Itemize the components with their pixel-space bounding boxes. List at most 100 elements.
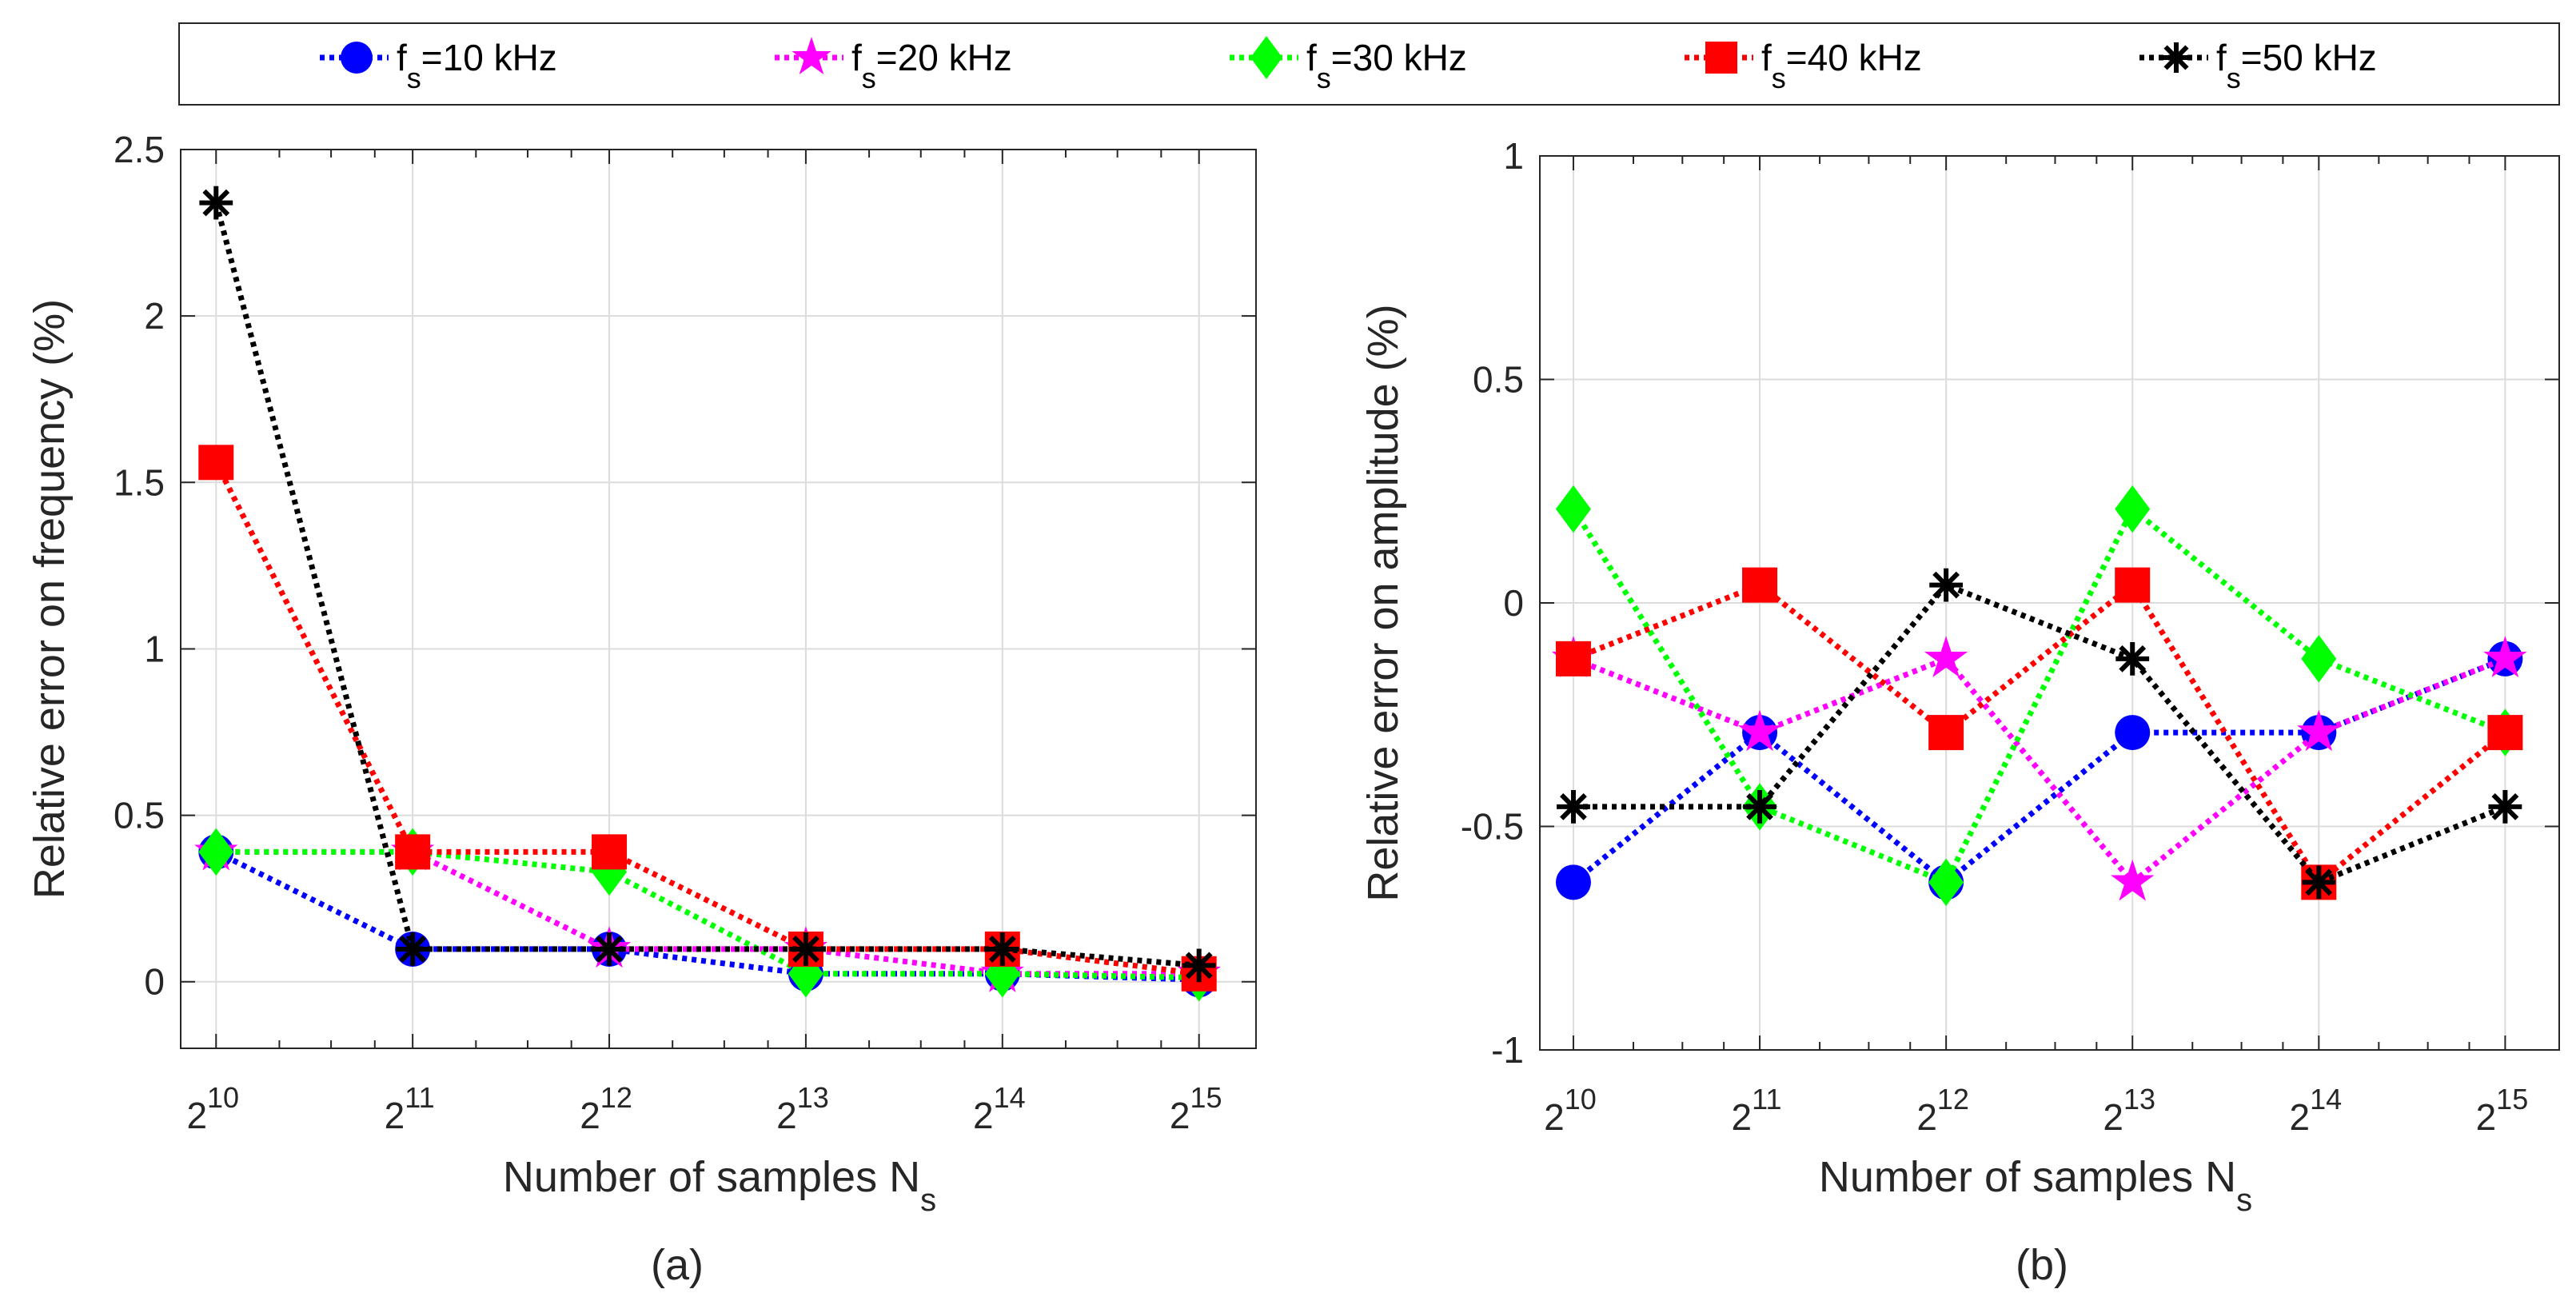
data-point-square xyxy=(198,445,234,481)
x-tick-label: 214 xyxy=(2289,1083,2342,1138)
legend-label-sub: s xyxy=(1772,62,1786,94)
legend-label-f: f xyxy=(851,37,862,78)
legend-label-sub: s xyxy=(1317,62,1331,94)
x-tick-exponent: 12 xyxy=(600,1081,632,1114)
x-axis-label-main: Number of samples N xyxy=(503,1153,920,1201)
data-point-diamond xyxy=(1928,858,1964,907)
x-tick-exponent: 11 xyxy=(1752,1083,1781,1115)
data-point-star xyxy=(2483,636,2527,677)
asterisk-stroke xyxy=(792,936,819,963)
x-tick-label: 215 xyxy=(1170,1081,1222,1136)
x-tick-label: 212 xyxy=(1916,1083,1969,1138)
series-fs-50-khz xyxy=(199,186,1216,983)
data-point-diamond xyxy=(2115,485,2151,533)
x-tick-exponent: 13 xyxy=(797,1081,829,1114)
x-tick-label: 210 xyxy=(186,1081,239,1136)
asterisk-stroke xyxy=(1560,793,1587,820)
data-point-square xyxy=(592,834,628,870)
x-tick-exponent: 13 xyxy=(2123,1083,2155,1115)
legend-label-rest: =10 kHz xyxy=(421,37,557,78)
x-axis-label: Number of samples Ns xyxy=(1819,1153,2252,1218)
x-tick-base: 2 xyxy=(1916,1096,1937,1138)
series-fs-50-khz xyxy=(1557,568,2522,900)
asterisk-stroke xyxy=(202,189,230,217)
legend-label: fs=10 kHz xyxy=(397,37,557,94)
series-line xyxy=(213,461,1200,977)
legend-label-rest: =40 kHz xyxy=(1786,37,1922,78)
data-point-circle xyxy=(2115,715,2151,751)
legend-label-rest: =30 kHz xyxy=(1331,37,1467,78)
data-point-asterisk xyxy=(1182,948,1216,983)
data-point-star xyxy=(1737,709,1782,752)
asterisk-stroke xyxy=(1746,793,1773,820)
data-point-star xyxy=(2111,859,2155,901)
asterisk-stroke xyxy=(596,936,623,963)
x-tick-exponent: 10 xyxy=(207,1081,239,1114)
data-point-asterisk xyxy=(2488,790,2522,824)
series-line xyxy=(1571,505,2506,886)
x-tick-exponent: 15 xyxy=(1190,1081,1222,1114)
x-tick-label: 213 xyxy=(2103,1083,2155,1138)
x-tick-exponent: 11 xyxy=(405,1081,434,1114)
y-tick-label: -1 xyxy=(1491,1029,1524,1071)
x-tick-label: 211 xyxy=(385,1081,435,1136)
x-tick-label: 211 xyxy=(1732,1083,1782,1138)
asterisk-stroke xyxy=(988,936,1016,963)
legend-item: fs=20 kHz xyxy=(775,37,1012,94)
x-axis-label-main: Number of samples N xyxy=(1819,1153,2236,1201)
x-tick-base: 2 xyxy=(1544,1096,1565,1138)
subplot-caption: (a) xyxy=(651,1241,704,1289)
data-point-diamond xyxy=(2301,635,2337,683)
legend-label: fs=20 kHz xyxy=(851,37,1012,94)
data-point-asterisk xyxy=(1929,568,1964,602)
legend-label-sub: s xyxy=(407,62,421,94)
x-tick-label: 214 xyxy=(973,1081,1026,1136)
series-line xyxy=(213,202,1199,968)
x-tick-base: 2 xyxy=(385,1095,405,1136)
legend-marker-square-icon xyxy=(1705,42,1737,74)
x-tick-base: 2 xyxy=(973,1095,994,1136)
asterisk-stroke xyxy=(399,936,427,963)
legend-marker-circle-icon xyxy=(341,42,373,74)
legend-label-sub: s xyxy=(862,62,876,94)
legend-label-f: f xyxy=(2216,37,2227,78)
x-tick-exponent: 12 xyxy=(1937,1083,1969,1115)
y-tick-label: 0.5 xyxy=(114,795,165,836)
data-point-circle xyxy=(1555,864,1591,900)
asterisk-stroke xyxy=(2305,868,2333,896)
data-point-square xyxy=(395,834,431,870)
legend-box xyxy=(178,22,2560,106)
x-axis-label-sub: s xyxy=(2236,1183,2252,1218)
data-point-diamond xyxy=(198,828,234,876)
legend-marker-asterisk-icon xyxy=(2161,42,2191,73)
series-line xyxy=(216,848,1199,981)
x-tick-label: 215 xyxy=(2476,1083,2529,1138)
series-fs-40-khz xyxy=(1555,567,2523,900)
data-point-star xyxy=(2297,709,2341,752)
x-tick-base: 2 xyxy=(580,1095,600,1136)
x-tick-label: 213 xyxy=(776,1081,829,1136)
y-tick-label: 1.5 xyxy=(114,461,165,503)
y-axis-label: Relative error on amplitude (%) xyxy=(1359,304,1407,901)
asterisk-stroke xyxy=(1185,952,1213,980)
x-tick-base: 2 xyxy=(2289,1096,2310,1138)
data-point-asterisk xyxy=(2302,865,2336,900)
x-tick-exponent: 14 xyxy=(2310,1083,2342,1115)
legend-item: fs=40 kHz xyxy=(1685,37,1922,94)
legend-label-f: f xyxy=(397,37,407,78)
y-tick-label: 0 xyxy=(144,961,165,1003)
x-tick-exponent: 10 xyxy=(1565,1083,1597,1115)
legend-item: fs=50 kHz xyxy=(2139,37,2377,94)
x-tick-base: 2 xyxy=(2476,1096,2497,1138)
data-point-square xyxy=(1742,567,1778,603)
y-tick-label: -0.5 xyxy=(1461,806,1524,848)
series-line xyxy=(1573,581,2506,886)
legend-marker-star-icon xyxy=(792,37,831,74)
data-point-square xyxy=(2487,715,2523,751)
x-tick-base: 2 xyxy=(2103,1096,2123,1138)
legend-item: fs=30 kHz xyxy=(1230,36,1467,94)
data-point-square xyxy=(1555,641,1591,676)
series-line xyxy=(1572,655,2506,887)
